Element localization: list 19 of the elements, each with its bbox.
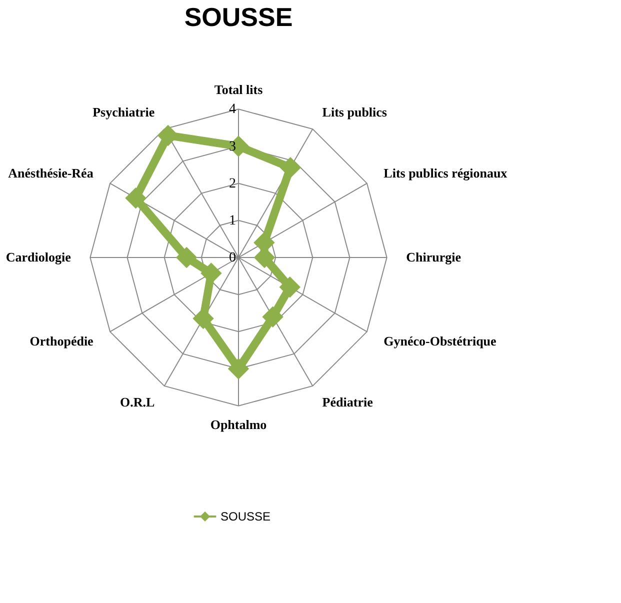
y-tick-label: 1 — [229, 213, 236, 228]
spoke-label: Lits publics — [322, 104, 387, 120]
legend-label: SOUSSE — [220, 510, 271, 524]
spoke-label: Chirurgie — [406, 250, 462, 264]
y-tick-label: 2 — [229, 176, 236, 192]
y-tick-label: 3 — [229, 139, 236, 154]
spoke-label: Psychiatrie — [92, 104, 155, 120]
spoke-label: Lits publics régionaux — [384, 166, 508, 181]
spoke-label: Ophtalmo — [210, 417, 267, 432]
spoke-label: Gynéco-Obstétrique — [384, 333, 497, 348]
chart-title: SOUSSE — [184, 2, 293, 32]
y-tick-label: 0 — [229, 250, 236, 266]
y-tick-label: 4 — [229, 102, 236, 118]
spoke-label: Anésthésie-Réa — [8, 166, 94, 181]
spoke-label: Pédiatrie — [322, 394, 374, 410]
spoke-label: Cardiologie — [6, 250, 72, 264]
spoke-label: Orthopédie — [30, 333, 94, 348]
spoke-label: Total lits — [214, 82, 263, 97]
spoke-label: O.R.L — [120, 394, 156, 410]
